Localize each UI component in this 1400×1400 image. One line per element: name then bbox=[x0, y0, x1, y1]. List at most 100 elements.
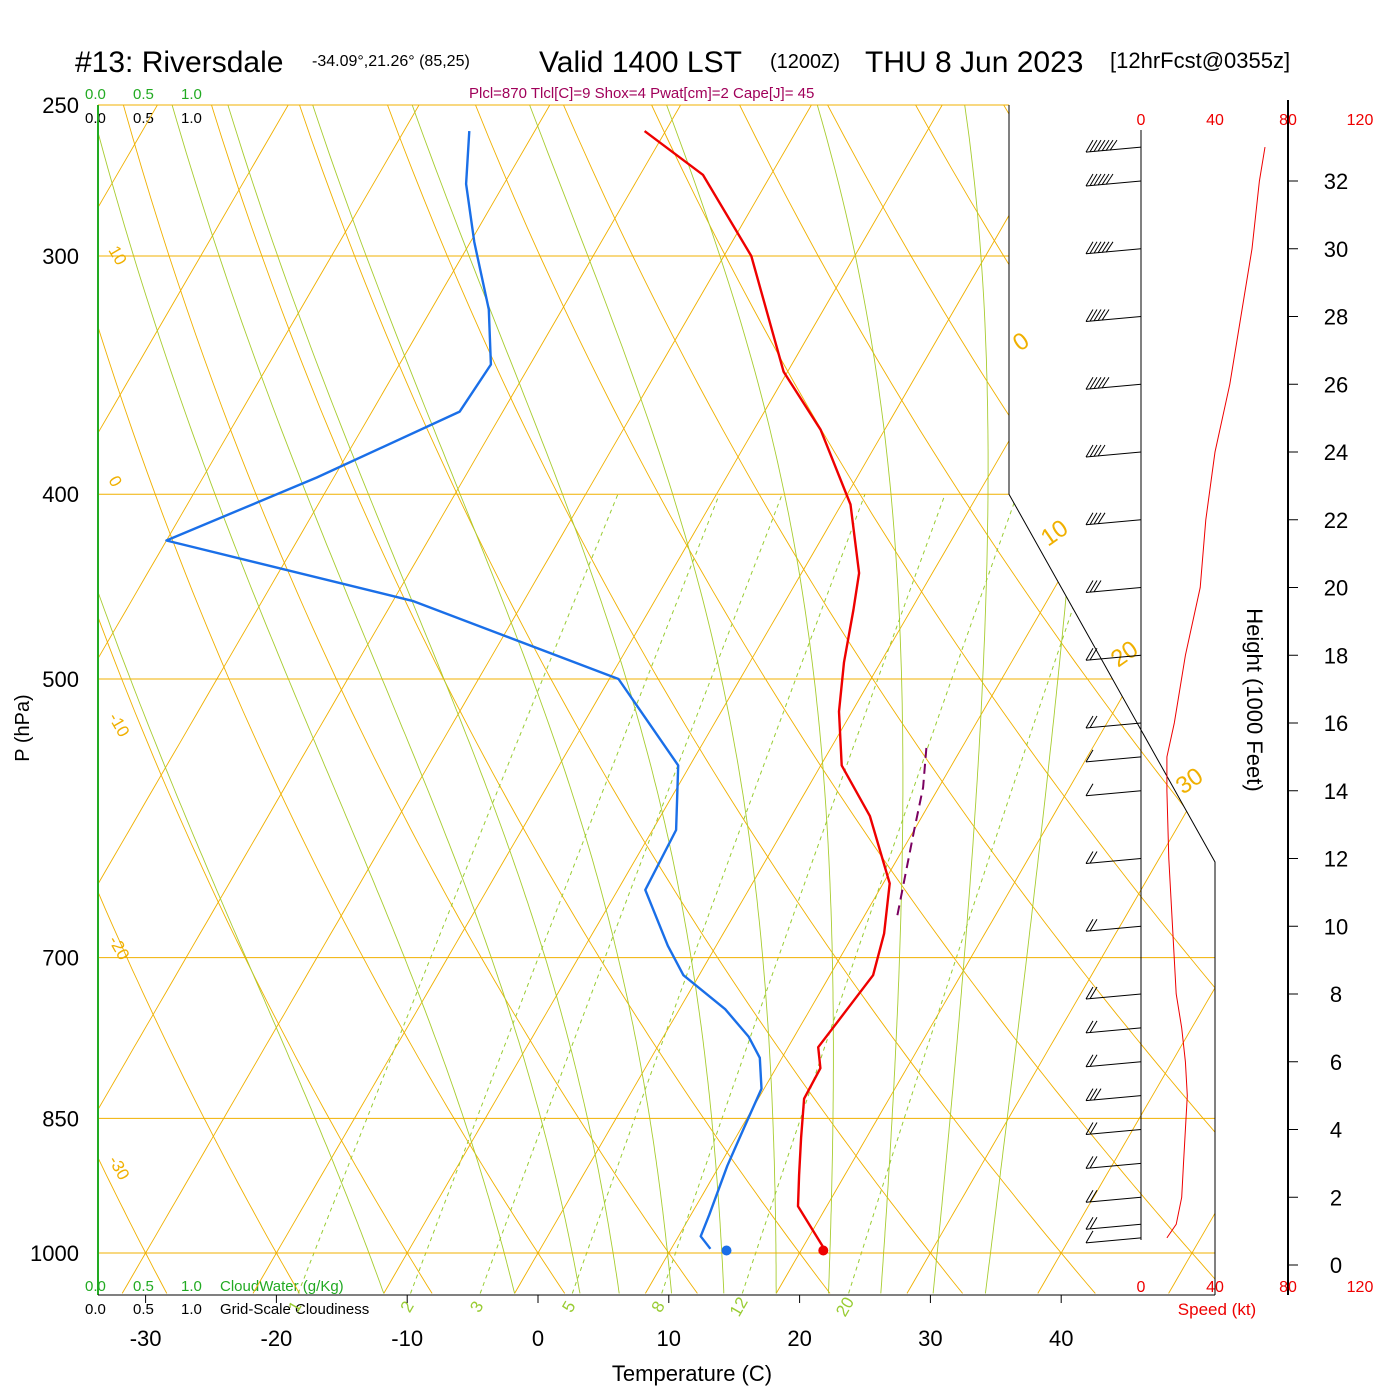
mixing-ratio-line bbox=[741, 494, 1018, 1294]
wind-barb-flag bbox=[1085, 1190, 1094, 1203]
moist-adiabat-line bbox=[816, 105, 904, 1294]
wind-barb-flag bbox=[1089, 648, 1098, 661]
plot-frame bbox=[97, 105, 1216, 1296]
dewpoint-profile bbox=[165, 131, 763, 1250]
valid-time: Valid 1400 LST bbox=[539, 46, 742, 79]
wind-barb bbox=[1085, 722, 1142, 729]
moist-adiabat-line bbox=[529, 105, 777, 1294]
mixing-ratio-line bbox=[410, 494, 720, 1294]
height-tick-label: 10 bbox=[1324, 914, 1348, 939]
cloud-water-bottom-0: 0.0 bbox=[85, 1278, 106, 1295]
mixing-ratio-line bbox=[297, 494, 619, 1294]
dry-adiabat-line bbox=[1179, 105, 1215, 1294]
wind-barb-flag bbox=[1093, 139, 1102, 152]
wind-barb-flag bbox=[1089, 139, 1098, 153]
wind-barb bbox=[1085, 1196, 1142, 1203]
mixing-ratio-label: 12 bbox=[726, 1294, 752, 1320]
x-tick-label: -10 bbox=[391, 1326, 423, 1351]
wind-speed-profile bbox=[1166, 147, 1266, 1239]
wind-barb-flag bbox=[1085, 1156, 1094, 1169]
cloud-water-scale-0: 0.0 bbox=[85, 86, 106, 103]
wind-barb bbox=[1085, 993, 1142, 1000]
surface-dewpoint-dot bbox=[721, 1245, 732, 1256]
cloud-water-scale-1: 0.5 bbox=[133, 86, 154, 103]
pressure-tick-label: 400 bbox=[42, 482, 79, 507]
height-tick-label: 26 bbox=[1324, 372, 1348, 397]
wind-barb-flag bbox=[1085, 715, 1094, 729]
dry-adiabat-line bbox=[299, 105, 963, 1294]
wind-barb-flag bbox=[1089, 1054, 1098, 1067]
x-tick-label: 30 bbox=[918, 1326, 942, 1351]
moist-adiabat-line bbox=[411, 105, 725, 1294]
isotherm-line bbox=[514, 105, 1205, 1294]
mixing-ratio-line bbox=[479, 494, 783, 1294]
height-axis-title: Height (1000 Feet) bbox=[1242, 608, 1267, 791]
mixing-ratio-line bbox=[848, 494, 1113, 1294]
height-tick-label: 2 bbox=[1330, 1185, 1342, 1210]
wind-barb bbox=[1085, 451, 1142, 458]
cloud-scale-bottom: 0.0 0.5 1.0 CloudWater (g/Kg) 0.0 0.5 1.… bbox=[85, 1278, 369, 1318]
wind-barb-flag bbox=[1085, 648, 1094, 661]
speed-tick-label-bottom: 80 bbox=[1279, 1279, 1297, 1296]
height-tick-label: 0 bbox=[1330, 1253, 1342, 1278]
wind-barb bbox=[1085, 587, 1142, 593]
moist-adiabat-line bbox=[932, 105, 989, 1294]
dry-adiabat-line bbox=[98, 105, 300, 1294]
stability-indices: Plcl=870 Tlcl[C]=9 Shox=4 Pwat[cm]=2 Cap… bbox=[469, 85, 814, 102]
height-tick-label: 24 bbox=[1324, 440, 1348, 465]
wind-barb bbox=[1085, 383, 1142, 390]
station-title: #13: Riversdale bbox=[75, 46, 283, 79]
wind-barb-flag bbox=[1097, 444, 1106, 457]
height-tick-label: 12 bbox=[1324, 847, 1348, 872]
isotherm-line bbox=[1168, 105, 1215, 1294]
height-tick-label: 28 bbox=[1324, 305, 1348, 330]
wind-barb-flag bbox=[1089, 1020, 1098, 1033]
wind-barb-flag bbox=[1085, 1088, 1094, 1101]
wind-barb bbox=[1085, 146, 1142, 153]
x-tick-label: -20 bbox=[261, 1326, 293, 1351]
speed-tick-label-top: 40 bbox=[1206, 112, 1224, 129]
x-tick-label: 20 bbox=[787, 1326, 811, 1351]
pressure-tick-label: 1000 bbox=[30, 1241, 79, 1266]
cloudiness-scale-2: 1.0 bbox=[181, 110, 202, 127]
wind-barb-flag bbox=[1085, 919, 1094, 932]
dry-adiabat-line bbox=[387, 105, 1096, 1294]
wind-barb-flag bbox=[1085, 749, 1094, 763]
x-tick-label: 0 bbox=[532, 1326, 544, 1351]
dry-adiabat-line bbox=[827, 105, 1215, 1294]
dry-adiabat-line bbox=[475, 105, 1215, 1294]
wind-barb-flag bbox=[1089, 444, 1098, 457]
x-tick-label: 10 bbox=[657, 1326, 681, 1351]
speed-tick-label-bottom: 0 bbox=[1137, 1279, 1146, 1296]
wind-barb-flag bbox=[1089, 309, 1098, 322]
pressure-tick-label: 250 bbox=[42, 93, 79, 118]
wind-barb-flag bbox=[1085, 1054, 1094, 1068]
wind-barb-flag bbox=[1089, 1156, 1098, 1169]
wind-barb-flag bbox=[1093, 580, 1102, 593]
wind-barb bbox=[1085, 925, 1142, 932]
moist-adiabat-line bbox=[98, 105, 516, 1294]
mixing-ratio-label: 5 bbox=[558, 1298, 579, 1316]
cloud-water-label: CloudWater (g/Kg) bbox=[220, 1278, 344, 1295]
wind-barb-flag bbox=[1101, 173, 1110, 186]
wind-barb bbox=[1085, 180, 1142, 187]
wind-barb-flag bbox=[1089, 1122, 1098, 1135]
station-coords: -34.09°,21.26° (85,25) bbox=[312, 53, 470, 70]
wind-barb bbox=[1085, 1223, 1142, 1230]
wind-barb bbox=[1085, 519, 1142, 526]
wind-barb-flag bbox=[1089, 919, 1098, 932]
wind-barb bbox=[1085, 654, 1142, 661]
pressure-tick-label: 500 bbox=[42, 667, 79, 692]
wind-barb-flag bbox=[1085, 512, 1094, 526]
wind-barb-flag bbox=[1089, 241, 1098, 254]
wind-barb-flag bbox=[1093, 444, 1102, 457]
isotherm-line bbox=[383, 105, 1074, 1294]
height-tick-label: 4 bbox=[1330, 1118, 1342, 1143]
wind-barb-flag bbox=[1089, 851, 1098, 864]
wind-barb-flag bbox=[1085, 139, 1094, 153]
height-tick-label: 32 bbox=[1324, 169, 1348, 194]
wind-barb-flag bbox=[1097, 309, 1106, 321]
isotherm-line bbox=[906, 105, 1215, 1294]
